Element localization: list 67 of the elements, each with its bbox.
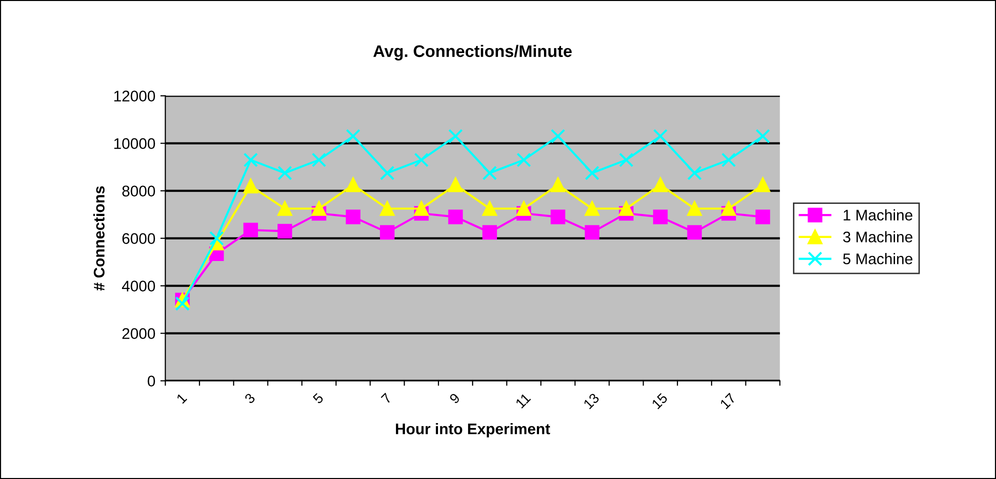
y-tick-label: 4000 — [122, 280, 156, 292]
y-tick-label: 8000 — [122, 186, 156, 196]
point — [756, 128, 770, 144]
x-tick-label: 17 — [720, 392, 736, 410]
point — [278, 201, 292, 216]
x-tick-label: 13 — [583, 392, 600, 410]
point — [653, 210, 668, 224]
point — [721, 201, 736, 216]
point — [243, 152, 258, 168]
x-tick-label: 11 — [515, 392, 531, 408]
y-axis-title: # Connections — [93, 186, 105, 291]
point — [243, 178, 258, 194]
point — [584, 166, 600, 180]
point — [687, 201, 702, 216]
legend-label: 1 Machine — [844, 209, 912, 221]
y-tick-label: 0 — [148, 376, 156, 386]
point — [550, 178, 566, 192]
y-tick-label: 12000 — [114, 90, 156, 102]
point — [175, 296, 190, 311]
point — [312, 201, 326, 216]
legend-label: 5 Machine — [843, 253, 912, 264]
point — [482, 201, 497, 216]
point — [243, 222, 258, 238]
point — [516, 152, 532, 168]
point — [482, 166, 497, 180]
point — [380, 225, 395, 240]
point — [346, 210, 360, 224]
point — [550, 128, 566, 144]
x-axis-title: Hour into Experiment — [396, 423, 550, 438]
point — [209, 231, 224, 246]
point — [448, 178, 463, 192]
point — [448, 210, 463, 224]
y-tick-label: 10000 — [114, 138, 156, 149]
point — [618, 201, 634, 216]
point — [584, 225, 600, 240]
point — [653, 178, 668, 192]
point — [380, 166, 395, 180]
point — [653, 128, 668, 144]
point — [550, 210, 566, 224]
point — [516, 201, 532, 216]
point — [278, 166, 292, 180]
y-tick-label: 2000 — [122, 328, 156, 339]
point — [346, 178, 360, 192]
point — [618, 152, 634, 168]
point — [278, 224, 292, 238]
chart-title: Avg. Connections/Minute — [373, 44, 572, 60]
x-tick-label: 15 — [651, 392, 668, 410]
point — [414, 201, 429, 216]
point — [346, 128, 360, 144]
point — [312, 152, 326, 168]
x-tick-label: 1 — [176, 392, 188, 404]
y-tick-label: 6000 — [122, 233, 156, 244]
x-tick-label: 3 — [244, 392, 256, 404]
x-tick-label: 9 — [448, 392, 460, 404]
point — [756, 210, 770, 224]
point — [448, 128, 463, 144]
point — [721, 152, 736, 168]
point — [687, 166, 702, 180]
point — [482, 225, 497, 240]
point — [756, 178, 770, 192]
x-tick-label: 5 — [312, 392, 324, 404]
point — [687, 225, 702, 240]
point — [414, 152, 429, 168]
point — [584, 201, 600, 216]
legend-label: 3 Machine — [843, 231, 912, 242]
point — [380, 201, 395, 216]
x-tick-label: 7 — [380, 392, 392, 404]
